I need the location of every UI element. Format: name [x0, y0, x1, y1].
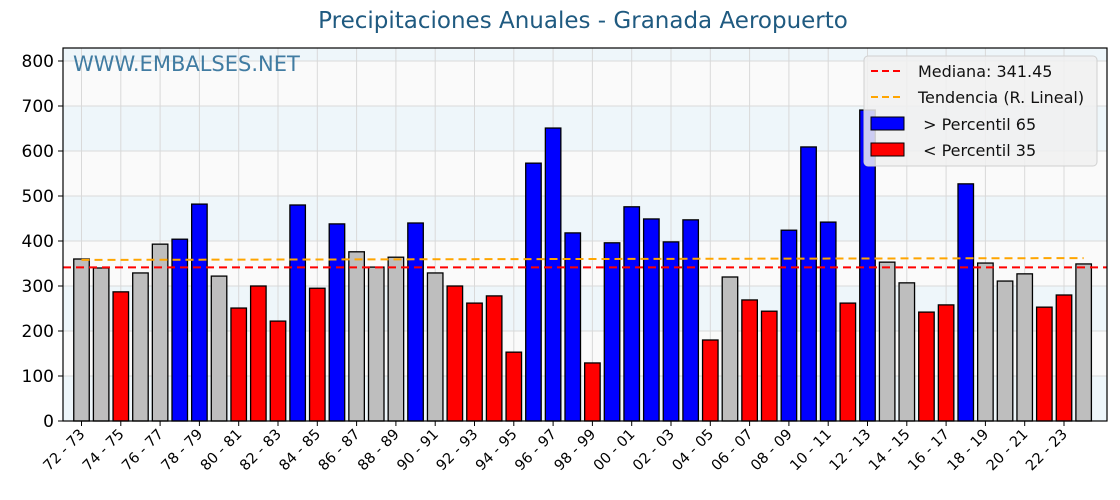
- bar-02-03: [662, 241, 680, 422]
- y-tick-label: 200: [22, 322, 54, 342]
- bar-10-11: [819, 221, 837, 422]
- y-tick-label: 300: [22, 277, 54, 297]
- x-tick-label: 16 - 17: [905, 427, 953, 475]
- bar-03-04: [682, 219, 700, 422]
- bar-22-23: [1055, 294, 1073, 422]
- bar-13-14: [878, 261, 896, 422]
- x-tick-label: 84 - 85: [276, 427, 324, 475]
- bar-15-16: [918, 311, 935, 422]
- bars: [73, 109, 1093, 422]
- bar-18-19: [977, 262, 994, 422]
- x-tick-label: 98 - 99: [552, 427, 600, 475]
- bar-96-97: [544, 127, 562, 422]
- legend-below-label: < Percentil 35: [918, 141, 1036, 160]
- bar-88-89: [387, 256, 405, 422]
- bar-19-20: [996, 280, 1014, 422]
- bar-84-85: [308, 287, 326, 422]
- bar-80-81: [230, 307, 248, 422]
- bar-16-17: [937, 304, 955, 422]
- legend-above-swatch: [870, 116, 905, 131]
- x-tick-label: 18 - 19: [945, 427, 993, 475]
- bar-04-05: [701, 339, 719, 422]
- bar-79-80: [210, 275, 228, 422]
- bar-99-00: [603, 242, 621, 422]
- x-tick-label: 86 - 87: [316, 427, 364, 475]
- x-tick-label: 96 - 97: [512, 427, 560, 475]
- x-tick-label: 04 - 05: [669, 427, 717, 475]
- x-tick-label: 22 - 23: [1023, 427, 1071, 475]
- y-tick-label: 100: [22, 367, 54, 387]
- bar-95-96: [525, 162, 542, 422]
- y-tick-label: 700: [22, 97, 54, 117]
- x-tick-label: 12 - 13: [827, 427, 875, 475]
- x-tick-label: 02 - 03: [630, 427, 678, 475]
- x-tick-label: 20 - 21: [984, 427, 1032, 475]
- x-tick-label: 78 - 79: [159, 427, 207, 475]
- bar-76-77: [151, 243, 169, 422]
- bar-06-07: [741, 299, 758, 422]
- x-tick-label: 90 - 91: [394, 427, 442, 475]
- x-tick-label: 14 - 15: [866, 427, 914, 475]
- x-tick-label: 06 - 07: [709, 427, 757, 475]
- x-tick-label: 94 - 95: [473, 427, 521, 475]
- trend-line: [81, 257, 1084, 261]
- bar-21-22: [1035, 306, 1053, 422]
- bar-78-79: [190, 203, 208, 422]
- x-tick-label: 92 - 93: [434, 427, 482, 475]
- bar-23-24: [1075, 263, 1093, 422]
- bar-86-87: [348, 251, 366, 422]
- y-tick-label: 0: [43, 412, 54, 432]
- bar-91-92: [446, 285, 464, 422]
- x-tick-label: 72 - 73: [41, 427, 89, 475]
- bar-01-02: [642, 218, 660, 422]
- plot-frame: [62, 47, 1108, 422]
- x-tick-label: 08 - 09: [748, 427, 796, 475]
- bar-07-08: [760, 310, 778, 422]
- bar-97-98: [564, 232, 582, 422]
- bar-93-94: [485, 295, 503, 422]
- y-axis: 0 100 200 300 400 500 600 700 800: [22, 52, 63, 432]
- bar-82-83: [269, 320, 287, 422]
- x-tick-label: 80 - 81: [198, 427, 246, 475]
- x-tick-label: 76 - 77: [119, 427, 167, 475]
- x-tick-label: 10 - 11: [787, 427, 835, 475]
- bar-90-91: [426, 272, 444, 422]
- bar-94-95: [505, 351, 523, 422]
- bar-92-93: [466, 302, 483, 422]
- legend-median-label: Mediana: 341.45: [918, 62, 1052, 81]
- y-tick-label: 800: [22, 52, 54, 72]
- bar-17-18: [957, 183, 975, 422]
- bar-11-12: [839, 302, 857, 422]
- legend-trend-label: Tendencia (R. Lineal): [917, 88, 1084, 107]
- legend-below-swatch: [870, 142, 905, 157]
- bar-72-73: [73, 258, 90, 422]
- chart-title: Precipitaciones Anuales - Granada Aeropu…: [318, 8, 848, 34]
- bar-14-15: [898, 282, 916, 422]
- y-tick-label: 600: [22, 142, 54, 162]
- bar-09-10: [800, 146, 817, 422]
- watermark: WWW.EMBALSES.NET: [73, 52, 300, 76]
- x-tick-label: 00 - 01: [591, 427, 639, 475]
- bar-00-01: [623, 206, 641, 422]
- y-tick-label: 500: [22, 187, 54, 207]
- bar-89-90: [407, 222, 424, 422]
- legend-above-label: > Percentil 65: [918, 115, 1036, 134]
- bar-83-84: [289, 204, 307, 422]
- y-tick-label: 400: [22, 232, 54, 252]
- bar-05-06: [721, 276, 739, 422]
- bar-85-86: [328, 223, 346, 422]
- bar-73-74: [92, 267, 110, 422]
- x-tick-label: 74 - 75: [80, 427, 128, 475]
- x-tick-label: 82 - 83: [237, 427, 285, 475]
- bar-87-88: [367, 266, 385, 422]
- bar-20-21: [1016, 273, 1034, 422]
- bar-81-82: [249, 285, 267, 422]
- bar-74-75: [112, 291, 130, 422]
- bar-98-99: [584, 362, 601, 422]
- bar-75-76: [132, 272, 149, 422]
- x-tick-label: 88 - 89: [355, 427, 403, 475]
- legend: Mediana: 341.45 Tendencia (R. Lineal) > …: [863, 55, 1098, 167]
